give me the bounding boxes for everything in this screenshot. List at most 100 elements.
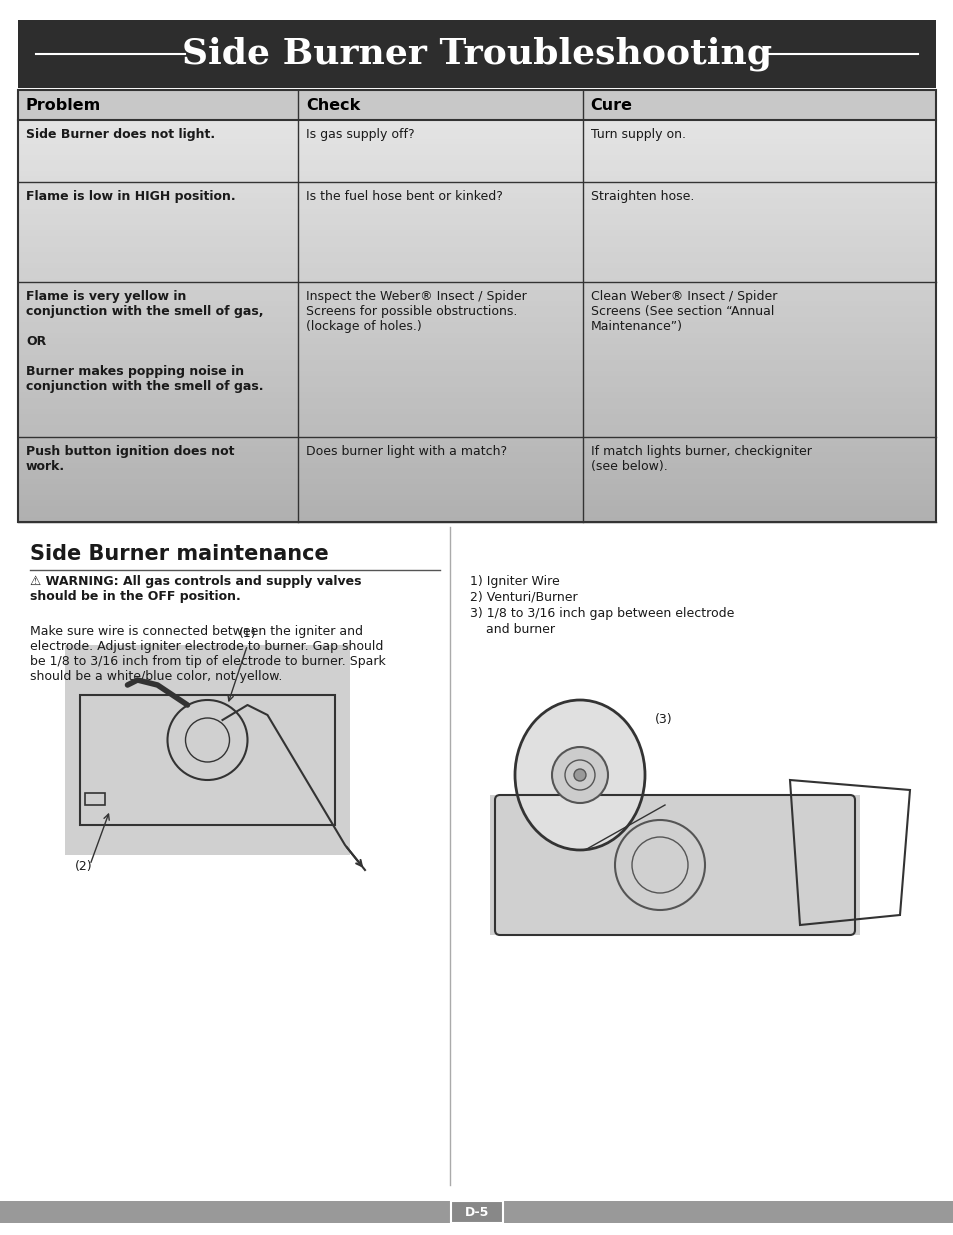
Bar: [18, 300, 935, 306]
Bar: [18, 182, 935, 188]
Bar: [18, 441, 935, 446]
Bar: [18, 241, 935, 247]
Bar: [18, 175, 935, 182]
Bar: [18, 348, 935, 354]
Text: Flame is low in HIGH position.: Flame is low in HIGH position.: [26, 190, 235, 203]
Text: Clean Weber® Insect / Spider
Screens (See section “Annual
Maintenance”): Clean Weber® Insect / Spider Screens (Se…: [590, 290, 776, 333]
Bar: [18, 451, 935, 457]
Bar: [18, 332, 935, 338]
Text: ⚠ WARNING: All gas controls and supply valves
should be in the OFF position.: ⚠ WARNING: All gas controls and supply v…: [30, 576, 361, 603]
Text: 2) Venturi/Burner: 2) Venturi/Burner: [470, 592, 577, 604]
Text: Is the fuel hose bent or kinked?: Is the fuel hose bent or kinked?: [306, 190, 502, 203]
Ellipse shape: [515, 700, 644, 850]
Circle shape: [574, 769, 585, 781]
Bar: [18, 203, 935, 209]
Text: Does burner light with a match?: Does burner light with a match?: [306, 445, 507, 458]
Text: Problem: Problem: [26, 98, 101, 112]
Text: 3) 1/8 to 3/16 inch gap between electrode: 3) 1/8 to 3/16 inch gap between electrod…: [470, 606, 734, 620]
Circle shape: [552, 747, 607, 803]
Bar: [18, 127, 935, 133]
Bar: [18, 354, 935, 359]
Bar: [18, 511, 935, 516]
Bar: [18, 154, 935, 161]
Bar: [18, 90, 935, 522]
Bar: [18, 209, 935, 214]
Bar: [18, 252, 935, 257]
Bar: [18, 446, 935, 452]
Bar: [18, 138, 935, 144]
Bar: [18, 90, 935, 120]
Bar: [18, 214, 935, 220]
Text: Flame is very yellow in
conjunction with the smell of gas,

OR

Burner makes pop: Flame is very yellow in conjunction with…: [26, 290, 263, 393]
Bar: [18, 186, 935, 193]
Bar: [18, 462, 935, 468]
Bar: [18, 95, 935, 101]
Bar: [18, 20, 935, 88]
Text: and burner: and burner: [470, 622, 555, 636]
Bar: [18, 343, 935, 350]
Bar: [18, 225, 935, 231]
Text: Is gas supply off?: Is gas supply off?: [306, 128, 415, 141]
Text: (3): (3): [655, 714, 672, 726]
Bar: [18, 111, 935, 117]
Text: Side Burner does not light.: Side Burner does not light.: [26, 128, 214, 141]
Bar: [18, 505, 935, 511]
Bar: [18, 494, 935, 500]
Bar: [18, 89, 935, 95]
Bar: [18, 457, 935, 463]
Text: 1) Igniter Wire: 1) Igniter Wire: [470, 576, 559, 588]
Bar: [18, 305, 935, 311]
Bar: [18, 122, 935, 127]
Text: If match lights burner, checkigniter
(see below).: If match lights burner, checkigniter (se…: [590, 445, 811, 473]
Bar: [18, 382, 935, 387]
Bar: [18, 338, 935, 343]
Bar: [18, 236, 935, 241]
Text: Side Burner maintenance: Side Burner maintenance: [30, 543, 329, 564]
Bar: [490, 795, 859, 935]
Bar: [18, 193, 935, 198]
Bar: [18, 262, 935, 268]
Bar: [18, 478, 935, 484]
Bar: [18, 398, 935, 403]
Text: Check: Check: [306, 98, 360, 112]
Bar: [18, 364, 935, 370]
Bar: [18, 100, 935, 106]
Bar: [18, 132, 935, 138]
Bar: [18, 327, 935, 333]
Bar: [18, 143, 935, 149]
Bar: [18, 403, 935, 409]
Bar: [18, 273, 935, 279]
Bar: [18, 165, 935, 170]
Text: Make sure wire is connected between the igniter and
electrode. Adjust igniter el: Make sure wire is connected between the …: [30, 625, 385, 683]
Bar: [18, 370, 935, 377]
Bar: [18, 106, 935, 111]
Bar: [18, 489, 935, 495]
Bar: [0, 1200, 953, 1223]
Text: Side Burner Troubleshooting: Side Burner Troubleshooting: [182, 37, 771, 72]
Bar: [18, 375, 935, 382]
Text: D-5: D-5: [464, 1205, 489, 1219]
Bar: [18, 430, 935, 436]
Bar: [18, 468, 935, 473]
Bar: [18, 316, 935, 322]
Bar: [18, 414, 935, 420]
Bar: [18, 359, 935, 366]
Text: Turn supply on.: Turn supply on.: [590, 128, 685, 141]
Bar: [18, 149, 935, 154]
Bar: [18, 159, 935, 165]
Bar: [18, 284, 935, 290]
Text: (1): (1): [238, 627, 256, 640]
Text: Inspect the Weber® Insect / Spider
Screens for possible obstructions.
(lockage o: Inspect the Weber® Insect / Spider Scree…: [306, 290, 526, 333]
Bar: [18, 289, 935, 295]
Text: (2): (2): [75, 860, 92, 873]
Bar: [18, 295, 935, 300]
Bar: [18, 170, 935, 177]
Bar: [18, 500, 935, 506]
Bar: [18, 219, 935, 225]
Bar: [65, 645, 350, 855]
Text: Cure: Cure: [590, 98, 632, 112]
Bar: [18, 435, 935, 441]
Bar: [18, 246, 935, 252]
Bar: [18, 419, 935, 425]
Bar: [18, 257, 935, 263]
